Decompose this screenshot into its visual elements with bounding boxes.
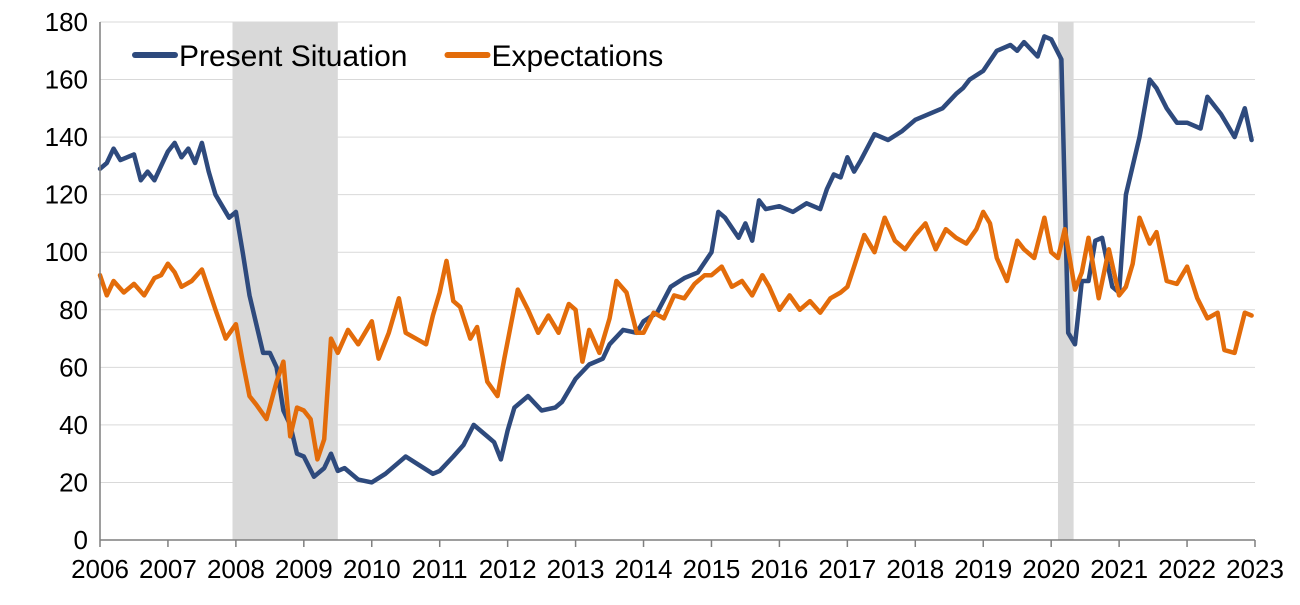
x-tick-label-2014: 2014 (615, 554, 673, 584)
y-tick-label-20: 20 (59, 467, 88, 497)
x-tick-label-2012: 2012 (479, 554, 537, 584)
y-tick-label-140: 140 (45, 122, 88, 152)
x-axis-tick-labels: 2006 2007 2008 2009 2010 2011 2012 2013 2014 2015… (71, 554, 1284, 584)
legend: Present Situation Expectations (132, 40, 663, 73)
x-tick-label-2015: 2015 (683, 554, 741, 584)
x-tick-label-2022: 2022 (1158, 554, 1216, 584)
x-tick-label-2008: 2008 (207, 554, 265, 584)
legend-label-expectations: Expectations (491, 40, 663, 73)
y-tick-label-0: 0 (74, 525, 88, 555)
x-tick-label-2019: 2019 (954, 554, 1012, 584)
y-tick-label-100: 100 (45, 237, 88, 267)
x-tick-label-2020: 2020 (1022, 554, 1080, 584)
x-tick-label-2016: 2016 (750, 554, 808, 584)
x-tick-label-2017: 2017 (818, 554, 876, 584)
y-tick-label-180: 180 (45, 7, 88, 37)
y-tick-label-120: 120 (45, 180, 88, 210)
x-tick-label-2006: 2006 (71, 554, 129, 584)
legend-label-present-situation: Present Situation (179, 40, 407, 73)
x-tick-label-2013: 2013 (547, 554, 605, 584)
y-tick-label-60: 60 (59, 352, 88, 382)
y-tick-label-40: 40 (59, 410, 88, 440)
x-tick-label-2007: 2007 (139, 554, 197, 584)
recession-bands (232, 22, 1074, 540)
series-line-expectations (97, 209, 1254, 462)
axes (99, 22, 1256, 547)
x-tick-label-2023: 2023 (1226, 554, 1284, 584)
x-tick-label-2018: 2018 (886, 554, 944, 584)
y-tick-label-80: 80 (59, 295, 88, 325)
x-tick-label-2010: 2010 (343, 554, 401, 584)
x-tick-label-2021: 2021 (1090, 554, 1148, 584)
x-tick-label-2009: 2009 (275, 554, 333, 584)
series-lines (97, 34, 1254, 485)
x-tick-label-2011: 2011 (412, 554, 468, 584)
y-tick-label-160: 160 (45, 65, 88, 95)
y-axis-tick-labels: 0 20 40 60 80 100 120 140 160 180 (45, 7, 88, 555)
